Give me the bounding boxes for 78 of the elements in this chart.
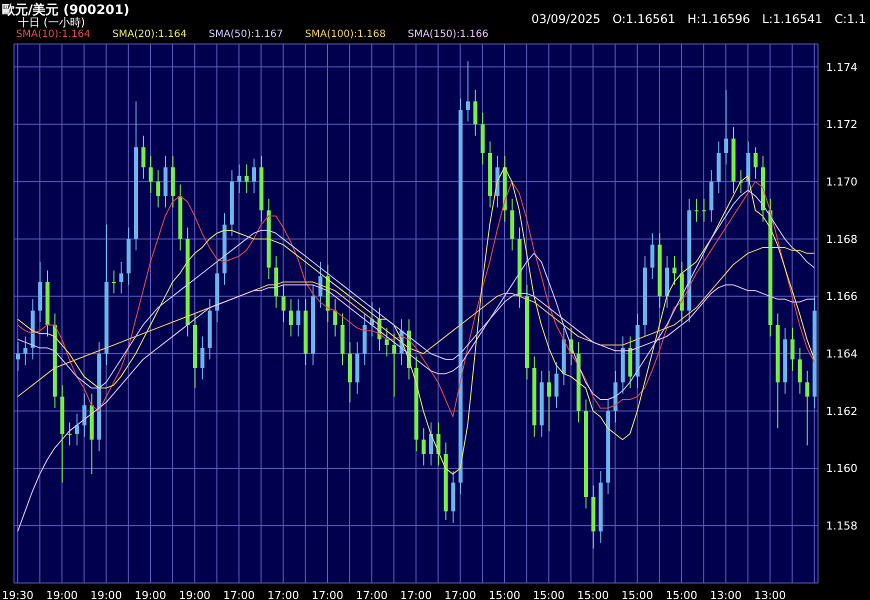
text: SMA(150):1.166 <box>408 29 488 40</box>
line-series <box>17 247 815 398</box>
text: SMA(50):1.167 <box>208 29 284 40</box>
line-series <box>17 166 815 475</box>
candlestick <box>244 164 249 194</box>
candlestick <box>547 370 552 432</box>
y-tick-label: 1.162 <box>826 404 858 418</box>
x-tick-label: 17:00 <box>444 588 476 600</box>
candlestick <box>288 298 293 337</box>
y-tick-label: 1.172 <box>826 118 858 132</box>
x-tick-label: 17:00 <box>223 588 255 600</box>
y-tick-label: 1.164 <box>826 348 858 361</box>
candlestick <box>694 198 699 222</box>
candlestick <box>296 298 300 337</box>
candlestick <box>436 422 440 466</box>
text: SMA(10):1.164 <box>16 29 90 40</box>
x-tick-label: 17:00 <box>312 588 344 600</box>
x-tick-label: 17:00 <box>356 588 388 600</box>
text: SMA(100):1.168 <box>305 29 386 40</box>
candlestick <box>473 89 478 136</box>
candlestick <box>392 333 396 398</box>
text: C:1.1 <box>834 12 866 26</box>
x-tick-label: 15:00 <box>532 588 565 600</box>
candlestick <box>384 327 389 358</box>
candlestick <box>200 336 204 380</box>
x-tick-label: 15:00 <box>621 588 654 600</box>
candlestick <box>318 261 322 308</box>
candlestick <box>554 362 558 409</box>
candlestick <box>82 393 86 438</box>
x-tick-label: 13:00 <box>710 588 742 600</box>
x-tick-label: 19:30 <box>2 588 34 600</box>
y-tick-label: 1.158 <box>826 520 858 533</box>
x-tick-label: 19:00 <box>134 588 166 600</box>
candlestick <box>724 89 728 165</box>
candlestick <box>754 146 758 180</box>
candlestick <box>252 158 256 194</box>
text: H:1.16596 <box>687 12 750 26</box>
candlestick <box>237 164 242 194</box>
candlestick <box>148 155 153 194</box>
x-tick-label: 17:00 <box>267 588 300 600</box>
candlestick <box>282 284 286 323</box>
candlestick <box>23 336 28 366</box>
candlestick <box>466 60 470 122</box>
text: SMA(20):1.164 <box>112 29 187 40</box>
chart-title: 歐元/美元 (900201) <box>2 2 130 18</box>
candlestick <box>798 347 802 394</box>
candlestick <box>75 413 80 446</box>
candlestick <box>702 198 706 222</box>
candlestick <box>119 261 124 294</box>
text: L:1.16541 <box>762 12 822 26</box>
candlestick <box>333 298 338 337</box>
x-tick-label: 19:00 <box>46 588 78 600</box>
candlestick <box>16 342 20 372</box>
candlestick <box>790 327 794 372</box>
chart-subtitle: 十日 (一小時) <box>18 16 86 29</box>
x-tick-label: 19:00 <box>178 588 211 600</box>
candlestick <box>112 270 116 294</box>
candlestick <box>156 170 160 208</box>
candlestick <box>422 428 426 466</box>
x-tick-label: 19:00 <box>90 588 122 600</box>
x-tick-label: 15:00 <box>666 588 698 600</box>
candlestick <box>672 256 676 286</box>
y-tick-label: 1.166 <box>826 290 858 304</box>
x-tick-label: 15:00 <box>488 588 520 600</box>
candlestick <box>429 422 434 466</box>
candlestick <box>805 370 810 446</box>
candlestick <box>650 232 654 280</box>
text: O:1.16561 <box>612 12 676 26</box>
text: 03/09/2025 <box>531 12 601 26</box>
y-tick-label: 1.160 <box>826 462 858 476</box>
candlestick <box>68 422 72 446</box>
x-tick-label: 17:00 <box>400 588 432 600</box>
y-tick-label: 1.168 <box>826 232 858 246</box>
y-tick-label: 1.170 <box>826 176 858 189</box>
x-tick-label: 13:00 <box>754 588 786 600</box>
x-tick-label: 15:00 <box>577 588 609 600</box>
candlestick <box>141 135 146 180</box>
y-tick-label: 1.174 <box>826 60 858 74</box>
